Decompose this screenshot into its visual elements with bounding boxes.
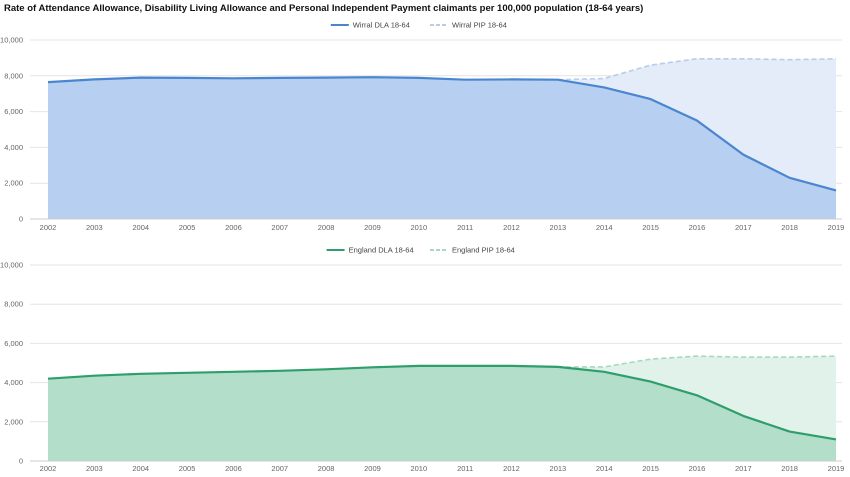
chart-1: 0 2,000 4,000 6,000 8,000 10,000 2002 2003 2004 2…: [0, 21, 844, 233]
x-tick-label: 2016: [689, 223, 706, 232]
y-tick-label: 0: [19, 457, 23, 466]
x-tick-label: 2015: [642, 223, 659, 232]
x-tick-label: 2019: [828, 464, 845, 473]
x-tick-label: 2017: [735, 223, 752, 232]
x-tick-label: 2011: [457, 464, 473, 473]
x-tick-label: 2018: [781, 223, 798, 232]
y-tick-label: 8,000: [4, 71, 23, 80]
x-tick-label: 2012: [503, 464, 520, 473]
x-tick-label: 2007: [271, 223, 288, 232]
y-tick-label: 4,000: [4, 378, 23, 387]
y-tick-label: 2,000: [4, 179, 23, 188]
x-tick-label: 2019: [828, 223, 845, 232]
series-line-england-pip-18-64: [557, 355, 837, 368]
y-tick-label: 2,000: [4, 417, 23, 426]
x-tick-label: 2016: [689, 464, 706, 473]
x-tick-label: 2009: [364, 464, 381, 473]
x-tick-label: 2008: [318, 464, 335, 473]
x-tick-label: 2007: [271, 464, 288, 473]
x-tick-label: 2014: [596, 223, 613, 232]
y-tick-label: 6,000: [4, 107, 23, 116]
x-tick-label: 2002: [40, 223, 57, 232]
x-tick-label: 2011: [457, 223, 473, 232]
x-tick-label: 2013: [550, 223, 567, 232]
y-tick-label: 0: [19, 215, 23, 224]
legend-label: Wirral PIP 18-64: [452, 21, 507, 30]
x-tick-label: 2004: [132, 464, 149, 473]
y-tick-label: 10,000: [0, 261, 23, 270]
y-tick-label: 10,000: [0, 36, 23, 45]
x-tick-label: 2018: [781, 464, 798, 473]
y-tick-label: 6,000: [4, 339, 23, 348]
y-tick-label: 4,000: [4, 143, 23, 152]
chart-title: Rate of Attendance Allowance, Disability…: [4, 3, 644, 14]
series-area-england-dla-18-64: [48, 365, 836, 461]
series-line-england-dla-18-64: [47, 364, 837, 441]
x-tick-label: 2015: [642, 464, 659, 473]
x-tick-label: 2010: [410, 223, 427, 232]
x-tick-label: 2002: [40, 464, 57, 473]
legend-label: Wirral DLA 18-64: [353, 21, 410, 30]
y-tick-label: 8,000: [4, 300, 23, 309]
x-tick-label: 2008: [318, 223, 335, 232]
x-tick-label: 2006: [225, 223, 242, 232]
x-tick-label: 2004: [132, 223, 149, 232]
x-tick-label: 2005: [179, 464, 196, 473]
x-tick-label: 2013: [550, 464, 567, 473]
x-tick-label: 2003: [86, 464, 103, 473]
series-area-wirral-dla-18-64: [48, 77, 836, 219]
legend-label: England PIP 18-64: [452, 246, 515, 255]
x-tick-label: 2010: [410, 464, 427, 473]
legend: Wirral DLA 18-64 Wirral PIP 18-64: [330, 21, 507, 30]
x-tick-label: 2006: [225, 464, 242, 473]
x-tick-label: 2014: [596, 464, 613, 473]
series-line-wirral-dla-18-64: [47, 76, 837, 192]
x-tick-label: 2012: [503, 223, 520, 232]
x-tick-label: 2017: [735, 464, 752, 473]
x-tick-label: 2003: [86, 223, 103, 232]
chart-2: 0 2,000 4,000 6,000 8,000 10,000 2002 2003 2004 2…: [0, 246, 844, 474]
legend: England DLA 18-64 England PIP 18-64: [326, 246, 515, 255]
series-line-wirral-pip-18-64: [557, 58, 837, 81]
x-tick-label: 2005: [179, 223, 196, 232]
legend-label: England DLA 18-64: [349, 246, 414, 255]
x-tick-label: 2009: [364, 223, 381, 232]
